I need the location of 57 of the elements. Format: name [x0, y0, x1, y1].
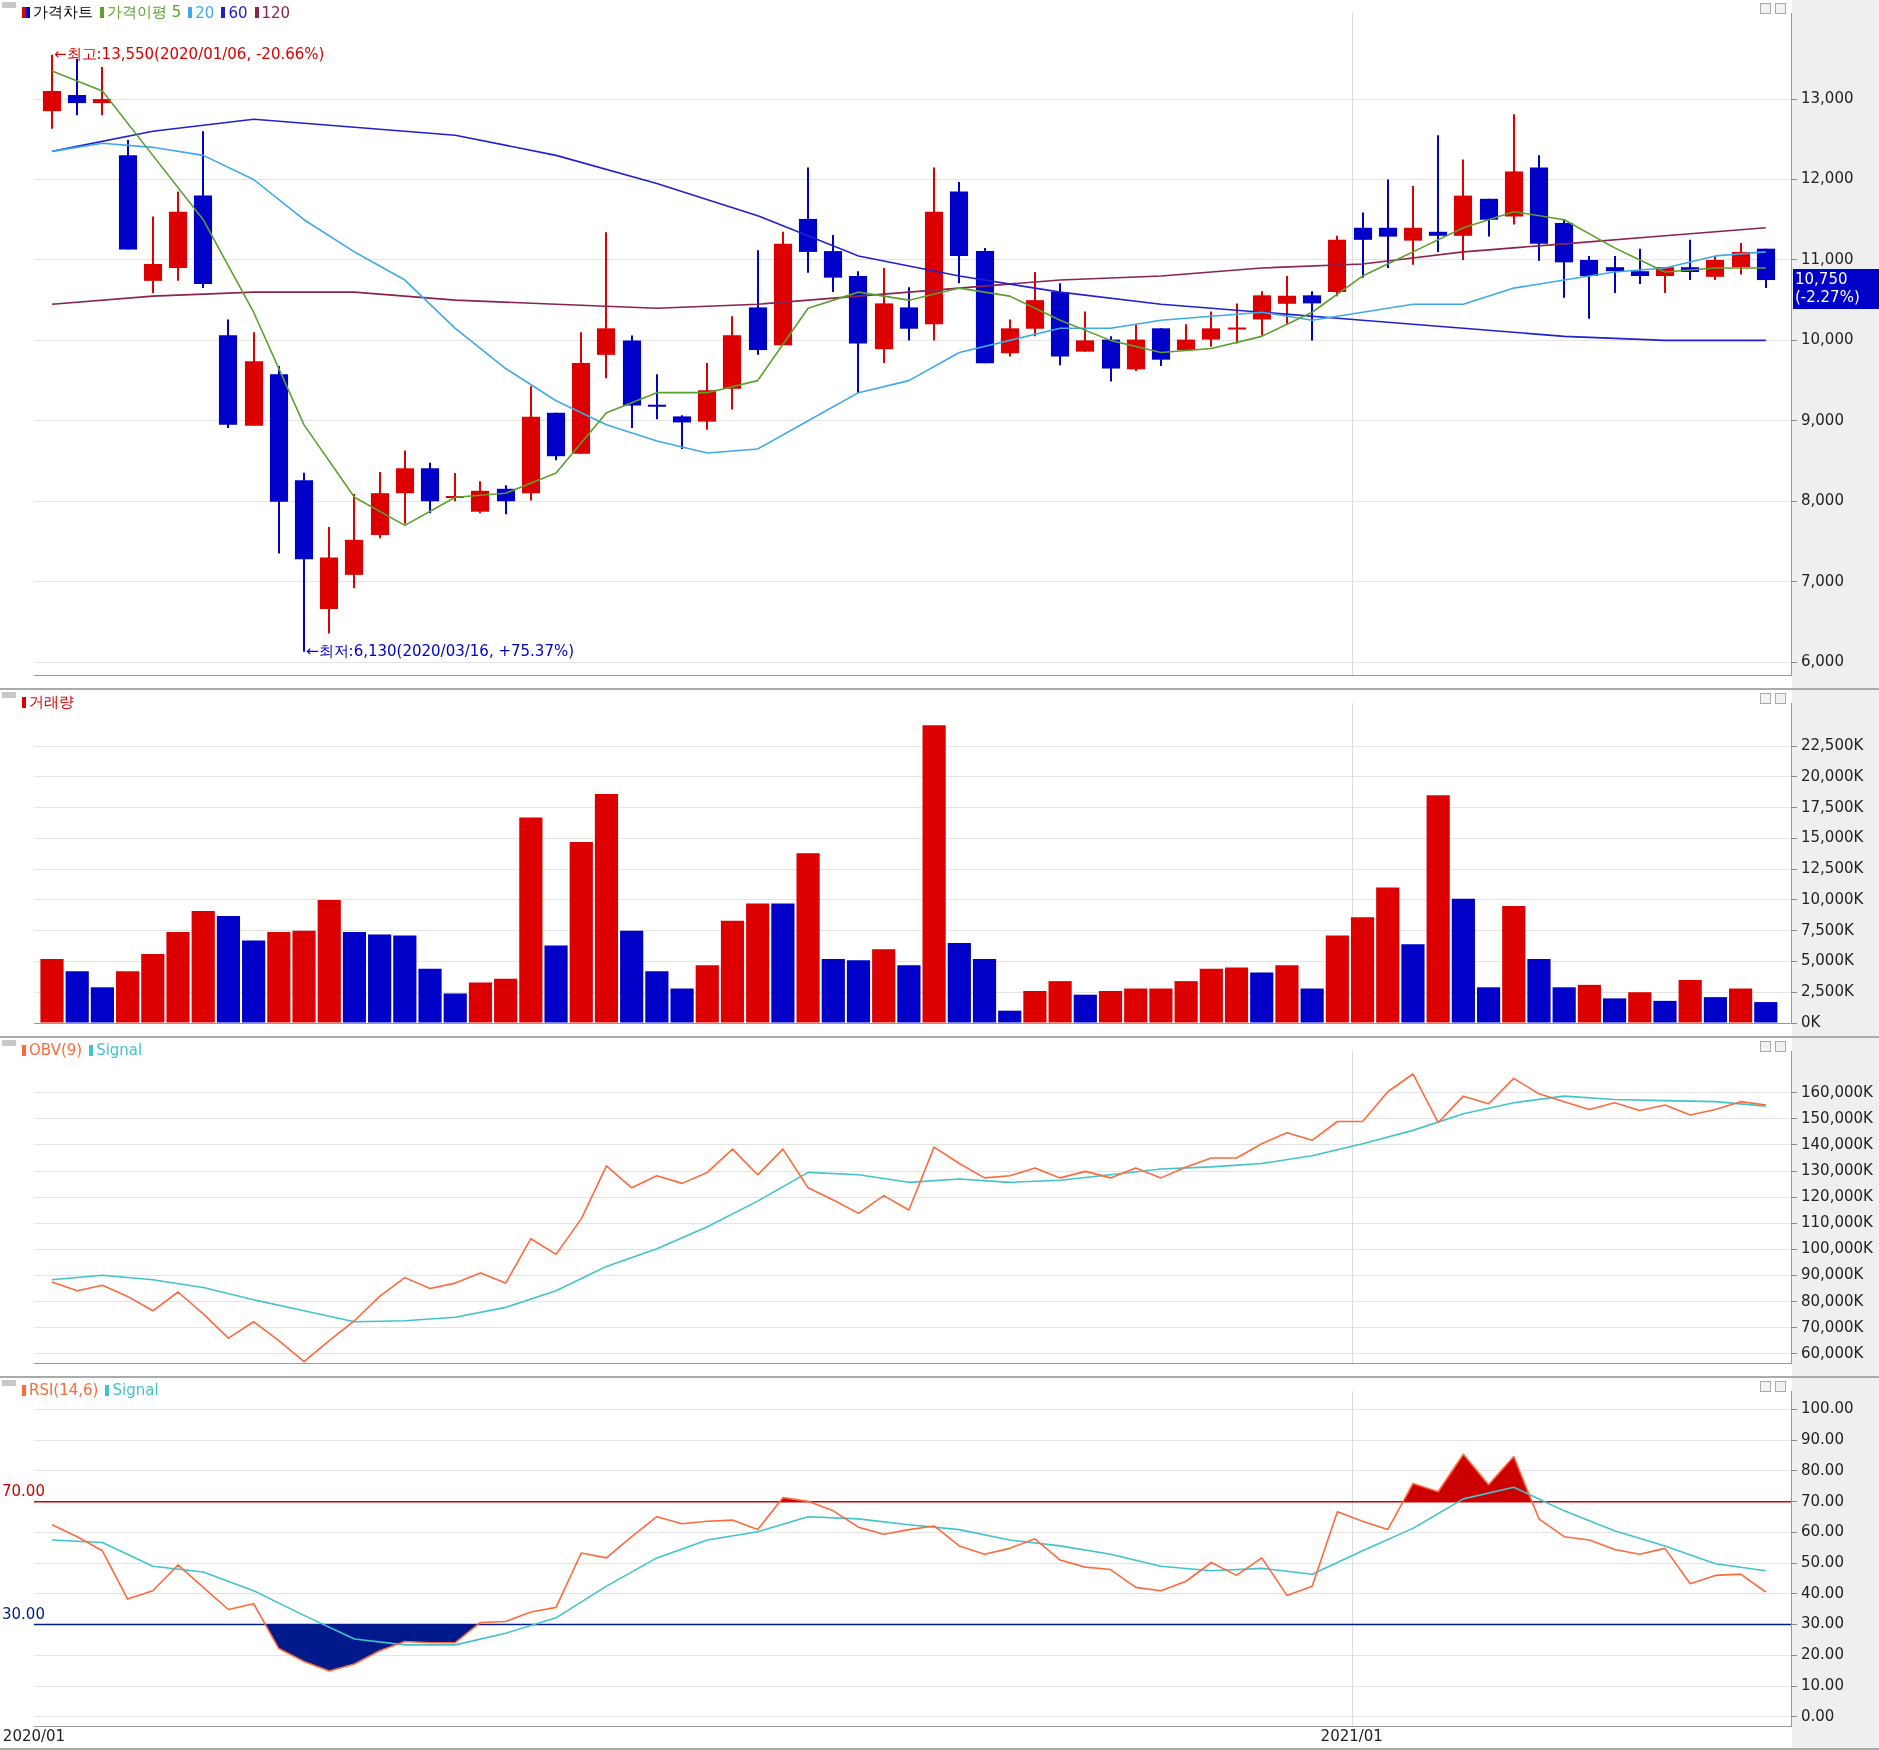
- y-tick-label: 7,000: [1801, 571, 1844, 590]
- y-tick-label: 9,000: [1801, 410, 1844, 429]
- y-tick-label: 120,000K: [1801, 1187, 1875, 1206]
- y-tick-label: 90,000K: [1801, 1265, 1865, 1284]
- y-tick-label: 5,000K: [1801, 951, 1855, 970]
- annotation: ←최저:6,130(2020/03/16, +75.37%): [306, 641, 575, 660]
- y-tick-label: 110,000K: [1801, 1213, 1875, 1232]
- y-tick-label: 20.00: [1801, 1645, 1844, 1664]
- x-tick-label: 2021/01: [1320, 1726, 1383, 1745]
- y-tick-label: 100,000K: [1801, 1239, 1875, 1258]
- y-tick-label: 10,000K: [1801, 889, 1865, 908]
- y-tick-label: 60,000K: [1801, 1343, 1865, 1362]
- y-tick-label: 50.00: [1801, 1553, 1844, 1571]
- legend-label: 60: [228, 3, 248, 22]
- annotation: 10,750 (-2.27%): [1795, 269, 1860, 306]
- annotation: ←최고:13,550(2020/01/06, -20.66%): [54, 44, 325, 63]
- y-tick-label: 6,000: [1801, 652, 1844, 671]
- legend-label: 가격차트: [33, 3, 93, 22]
- ref-line-label: 30.00: [2, 1604, 45, 1623]
- y-tick-label: 60.00: [1801, 1522, 1844, 1541]
- y-tick-label: 10,000: [1801, 330, 1854, 349]
- legend-label: RSI(14,6): [29, 1381, 99, 1399]
- y-tick-label: 80.00: [1801, 1460, 1844, 1479]
- y-tick-label: 7,500K: [1801, 920, 1855, 939]
- y-tick-label: 8,000: [1801, 491, 1844, 510]
- y-tick-label: 0.00: [1801, 1706, 1835, 1725]
- legend-label: 가격이평 5: [107, 3, 182, 22]
- y-tick-label: 30.00: [1801, 1614, 1844, 1633]
- ref-line-label: 70.00: [2, 1482, 45, 1501]
- y-tick-label: 80,000K: [1801, 1291, 1865, 1310]
- y-tick-label: 70.00: [1801, 1491, 1844, 1510]
- y-tick-label: 13,000: [1801, 88, 1854, 107]
- y-tick-label: 20,000K: [1801, 766, 1865, 785]
- y-tick-label: 22,500K: [1801, 735, 1865, 754]
- y-tick-label: 100.00: [1801, 1399, 1854, 1418]
- legend-label: 120: [261, 3, 291, 22]
- y-tick-label: 160,000K: [1801, 1082, 1875, 1101]
- legend-label: 거래량: [29, 693, 74, 712]
- legend-label: 20: [195, 3, 215, 22]
- y-tick-label: 0K: [1801, 1012, 1822, 1031]
- y-tick-label: 12,500K: [1801, 859, 1865, 878]
- y-tick-label: 140,000K: [1801, 1134, 1875, 1153]
- x-tick-label: 2020/01: [2, 1726, 66, 1745]
- y-tick-label: 2,500K: [1801, 982, 1855, 1001]
- y-tick-label: 130,000K: [1801, 1160, 1875, 1179]
- y-tick-label: 90.00: [1801, 1430, 1844, 1449]
- y-tick-label: 150,000K: [1801, 1108, 1875, 1127]
- y-tick-label: 15,000K: [1801, 828, 1865, 847]
- y-tick-label: 10.00: [1801, 1675, 1844, 1694]
- y-tick-label: 17,500K: [1801, 797, 1865, 816]
- y-tick-label: 12,000: [1801, 169, 1854, 188]
- y-tick-label: 11,000: [1801, 249, 1854, 268]
- legend-label: OBV(9): [29, 1041, 83, 1059]
- y-tick-label: 70,000K: [1801, 1317, 1865, 1336]
- y-tick-label: 40.00: [1801, 1583, 1844, 1602]
- legend-label: Signal: [112, 1381, 159, 1399]
- legend-label: Signal: [96, 1041, 143, 1059]
